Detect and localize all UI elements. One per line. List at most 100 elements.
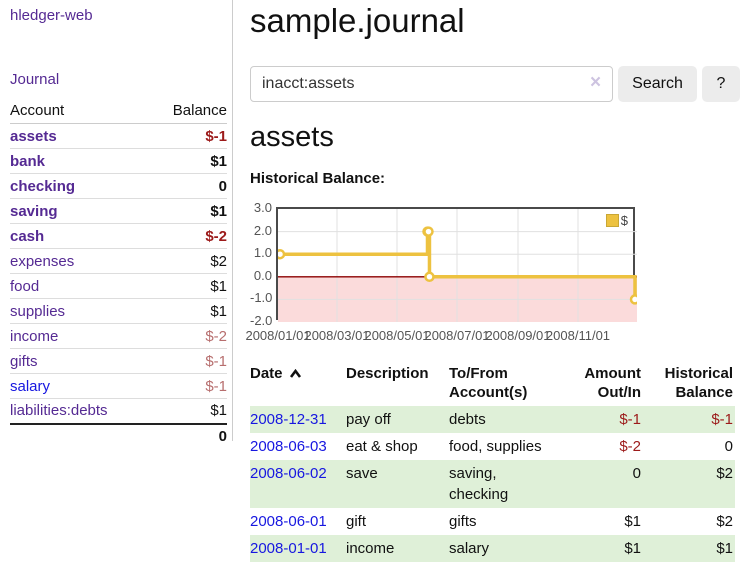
x-axis-tick-label: 2008/01/01 bbox=[245, 328, 311, 343]
y-axis-tick-label: 0.0 bbox=[253, 267, 272, 283]
app-title-link[interactable]: hledger-web bbox=[10, 7, 93, 24]
account-balance: $1 bbox=[149, 398, 227, 424]
y-axis-tick-label: -2.0 bbox=[250, 313, 273, 328]
register-balance-cell: $2 bbox=[716, 465, 733, 482]
account-row: cash $-2 bbox=[10, 223, 227, 249]
account-row: expenses $2 bbox=[10, 248, 227, 274]
accounts-total-value: 0 bbox=[149, 422, 227, 449]
sidebar-account-link[interactable]: gifts bbox=[10, 352, 38, 370]
register-accounts-cell: salary bbox=[449, 540, 490, 557]
search-input[interactable] bbox=[250, 66, 613, 102]
sidebar-account-link[interactable]: cash bbox=[10, 227, 45, 245]
register-accounts-cell: debts bbox=[449, 411, 486, 428]
help-button[interactable]: ? bbox=[702, 66, 740, 102]
account-heading: assets bbox=[250, 121, 334, 153]
account-balance: $1 bbox=[149, 198, 227, 224]
register-balance-cell: $1 bbox=[716, 540, 733, 557]
account-row: food $1 bbox=[10, 273, 227, 299]
y-axis-tick-label: 2.0 bbox=[253, 222, 272, 238]
register-header-amount: Amount Out/In bbox=[584, 365, 641, 401]
register-row[interactable]: 2008-06-02 save saving, checking 0 $2 bbox=[250, 460, 735, 508]
page-title: sample.journal bbox=[250, 2, 465, 39]
legend-swatch-icon bbox=[605, 214, 619, 227]
register-header-date[interactable]: Date bbox=[250, 362, 346, 406]
sidebar-account-link[interactable]: salary bbox=[10, 377, 51, 395]
account-balance: $-2 bbox=[149, 223, 227, 249]
account-row: checking 0 bbox=[10, 173, 227, 199]
account-row: gifts $-1 bbox=[10, 348, 227, 374]
x-axis-tick-label: 2008/11/01 bbox=[545, 328, 611, 343]
sidebar-account-link[interactable]: income bbox=[10, 327, 59, 345]
date-link[interactable]: 2008-06-03 bbox=[250, 438, 327, 455]
clear-search-icon[interactable]: × bbox=[590, 72, 602, 93]
account-row: bank $1 bbox=[10, 148, 227, 174]
y-axis-tick-label: 3.0 bbox=[253, 200, 272, 215]
sidebar-account-link[interactable]: supplies bbox=[10, 302, 66, 320]
register-description-cell: income bbox=[346, 540, 395, 557]
account-balance: $2 bbox=[149, 248, 227, 274]
sidebar-accounts-body: assets $-1 bank $1 checking 0 saving $1 cash $-2 e… bbox=[10, 123, 227, 424]
account-balance: $-1 bbox=[149, 348, 227, 374]
sidebar-account-link[interactable]: saving bbox=[10, 202, 58, 220]
register-row[interactable]: 2008-06-01 gift gifts $1 $2 bbox=[250, 508, 735, 535]
date-link[interactable]: 2008-06-02 bbox=[250, 465, 327, 482]
account-balance: $-2 bbox=[149, 323, 227, 349]
register-row[interactable]: 2008-06-03 eat & shop food, supplies $-2 0 bbox=[250, 433, 735, 460]
register-description-cell: eat & shop bbox=[346, 438, 418, 455]
register-date-cell: 2008-06-03 bbox=[250, 433, 346, 460]
account-row: saving $1 bbox=[10, 198, 227, 224]
register-header-accounts: To/From Account(s) bbox=[449, 365, 528, 401]
sidebar-accounts-table: Account Balance assets $-1 bank $1 checking 0… bbox=[10, 99, 227, 449]
search-form: × Search ? bbox=[250, 66, 742, 102]
sidebar-item-journal[interactable]: Journal bbox=[10, 71, 60, 88]
date-link[interactable]: 2008-01-01 bbox=[250, 540, 327, 557]
register-accounts-cell: saving, checking bbox=[449, 465, 509, 503]
register-accounts-cell: gifts bbox=[449, 513, 477, 530]
legend-series-label: $ bbox=[620, 213, 628, 228]
sidebar-account-link[interactable]: checking bbox=[10, 177, 76, 195]
account-row: assets $-1 bbox=[10, 123, 227, 149]
register-balance-cell: 0 bbox=[724, 438, 733, 455]
main-panel: sample.journal × Search ? assets Histori… bbox=[245, 0, 742, 582]
search-button[interactable]: Search bbox=[618, 66, 697, 102]
register-amount-cell: $1 bbox=[624, 540, 641, 557]
chart-plot-area: $ bbox=[276, 207, 637, 322]
register-row[interactable]: 2008-01-01 income salary $1 $1 bbox=[250, 535, 735, 562]
register-balance-cell: $2 bbox=[716, 513, 733, 530]
account-row: liabilities:debts $1 bbox=[10, 398, 227, 424]
sidebar-account-link[interactable]: liabilities:debts bbox=[10, 402, 108, 420]
account-balance: $-1 bbox=[149, 373, 227, 399]
register-date-cell: 2008-06-02 bbox=[250, 460, 346, 508]
sidebar-account-link[interactable]: assets bbox=[10, 127, 57, 145]
account-balance: $-1 bbox=[149, 123, 227, 149]
historical-balance-chart: 3.0 2.0 1.0 0.0 -1.0 -2.0 $ 2008/01/01 2008/03… bbox=[245, 195, 670, 347]
sidebar-account-link[interactable]: expenses bbox=[10, 252, 75, 270]
sidebar: hledger-web Journal Account Balance asse… bbox=[0, 0, 233, 449]
register-date-cell: 2008-01-01 bbox=[250, 535, 346, 562]
sidebar-account-link[interactable]: bank bbox=[10, 152, 46, 170]
register-table: Date Description To/From Account(s) Amou… bbox=[250, 362, 735, 562]
register-description-cell: save bbox=[346, 465, 378, 482]
date-link[interactable]: 2008-06-01 bbox=[250, 513, 327, 530]
x-axis-tick-label: 2008/05/01 bbox=[364, 328, 430, 343]
register-header-description: Description bbox=[346, 365, 429, 382]
register-amount-cell: $1 bbox=[624, 513, 641, 530]
sidebar-account-link[interactable]: food bbox=[10, 277, 40, 295]
register-date-cell: 2008-06-01 bbox=[250, 508, 346, 535]
accounts-header-account: Account bbox=[10, 99, 150, 124]
y-axis-tick-label: 1.0 bbox=[253, 245, 272, 261]
register-body: 2008-12-31 pay off debts $-1 $-1 2008-06-03 ea… bbox=[250, 406, 735, 562]
x-axis-tick-label: 2008/09/01 bbox=[485, 328, 551, 343]
y-axis-tick-label: -1.0 bbox=[250, 290, 273, 306]
account-balance: 0 bbox=[149, 173, 227, 199]
register-accounts-cell: food, supplies bbox=[449, 438, 542, 455]
account-row: income $-2 bbox=[10, 323, 227, 349]
date-link[interactable]: 2008-12-31 bbox=[250, 411, 327, 428]
account-balance: $1 bbox=[149, 298, 227, 324]
register-balance-cell: $-1 bbox=[711, 411, 733, 428]
chart-title: Historical Balance: bbox=[250, 170, 386, 187]
accounts-header-balance: Balance bbox=[149, 99, 227, 124]
x-axis-tick-label: 2008/07/01 bbox=[424, 328, 490, 343]
register-amount-cell: 0 bbox=[632, 465, 641, 482]
register-row[interactable]: 2008-12-31 pay off debts $-1 $-1 bbox=[250, 406, 735, 433]
